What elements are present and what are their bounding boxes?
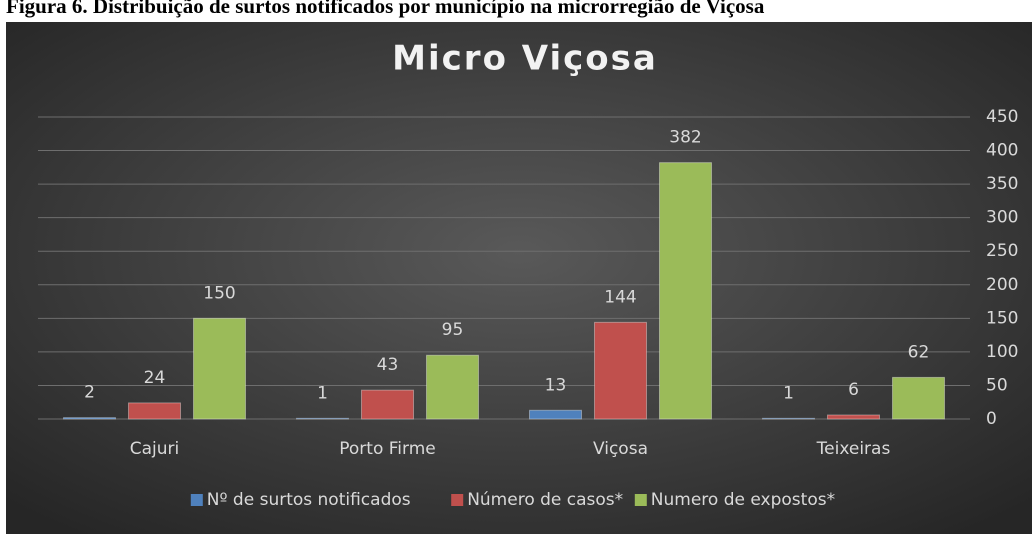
x-tick-label: Porto Firme bbox=[339, 439, 435, 459]
bar bbox=[762, 417, 815, 420]
y-tick-label: 200 bbox=[986, 275, 1018, 295]
y-tick-label: 50 bbox=[986, 375, 1008, 395]
bar bbox=[193, 317, 246, 420]
legend-swatch bbox=[634, 494, 647, 506]
y-tick-label: 350 bbox=[986, 174, 1018, 194]
data-label: 150 bbox=[203, 283, 235, 303]
legend-label: Numero de expostos* bbox=[651, 490, 835, 510]
data-label: 144 bbox=[604, 287, 636, 307]
bar bbox=[892, 376, 945, 420]
x-tick-label: Teixeiras bbox=[816, 439, 891, 459]
data-label: 13 bbox=[545, 375, 567, 395]
data-label: 24 bbox=[144, 368, 166, 388]
caption: Figura 6. Distribuição de surtos notific… bbox=[6, 0, 765, 18]
y-tick-label: 450 bbox=[986, 107, 1018, 127]
data-label: 1 bbox=[783, 383, 794, 403]
bar bbox=[361, 389, 414, 420]
data-label: 95 bbox=[442, 320, 464, 340]
bar bbox=[659, 162, 712, 420]
chart-background bbox=[6, 22, 1032, 534]
legend-swatch bbox=[451, 494, 464, 506]
chart-title: Micro Viçosa bbox=[392, 39, 658, 79]
data-label: 62 bbox=[908, 342, 930, 362]
bar bbox=[128, 402, 181, 420]
data-label: 382 bbox=[669, 128, 701, 148]
data-label: 43 bbox=[377, 355, 399, 375]
legend-swatch bbox=[190, 494, 203, 506]
legend-label: Número de casos* bbox=[467, 490, 623, 510]
data-label: 1 bbox=[317, 383, 328, 403]
y-tick-label: 250 bbox=[986, 241, 1018, 261]
bar bbox=[296, 417, 349, 420]
y-tick-label: 400 bbox=[986, 141, 1018, 161]
y-tick-label: 100 bbox=[986, 342, 1018, 362]
data-label: 2 bbox=[84, 383, 95, 403]
y-tick-label: 150 bbox=[986, 308, 1018, 328]
bar bbox=[63, 417, 116, 420]
bar bbox=[529, 409, 582, 420]
bar bbox=[594, 321, 647, 420]
y-tick-label: 0 bbox=[986, 409, 997, 429]
y-tick-label: 300 bbox=[986, 208, 1018, 228]
legend-label: Nº de surtos notificados bbox=[207, 490, 411, 510]
bar bbox=[426, 354, 479, 420]
chart: Micro Viçosa 0 50 100 150 200 250 300 350 400 450… bbox=[6, 22, 1032, 534]
data-label: 6 bbox=[848, 380, 859, 400]
bar bbox=[827, 414, 880, 420]
x-tick-label: Cajuri bbox=[130, 439, 180, 459]
x-tick-label: Viçosa bbox=[593, 439, 648, 459]
